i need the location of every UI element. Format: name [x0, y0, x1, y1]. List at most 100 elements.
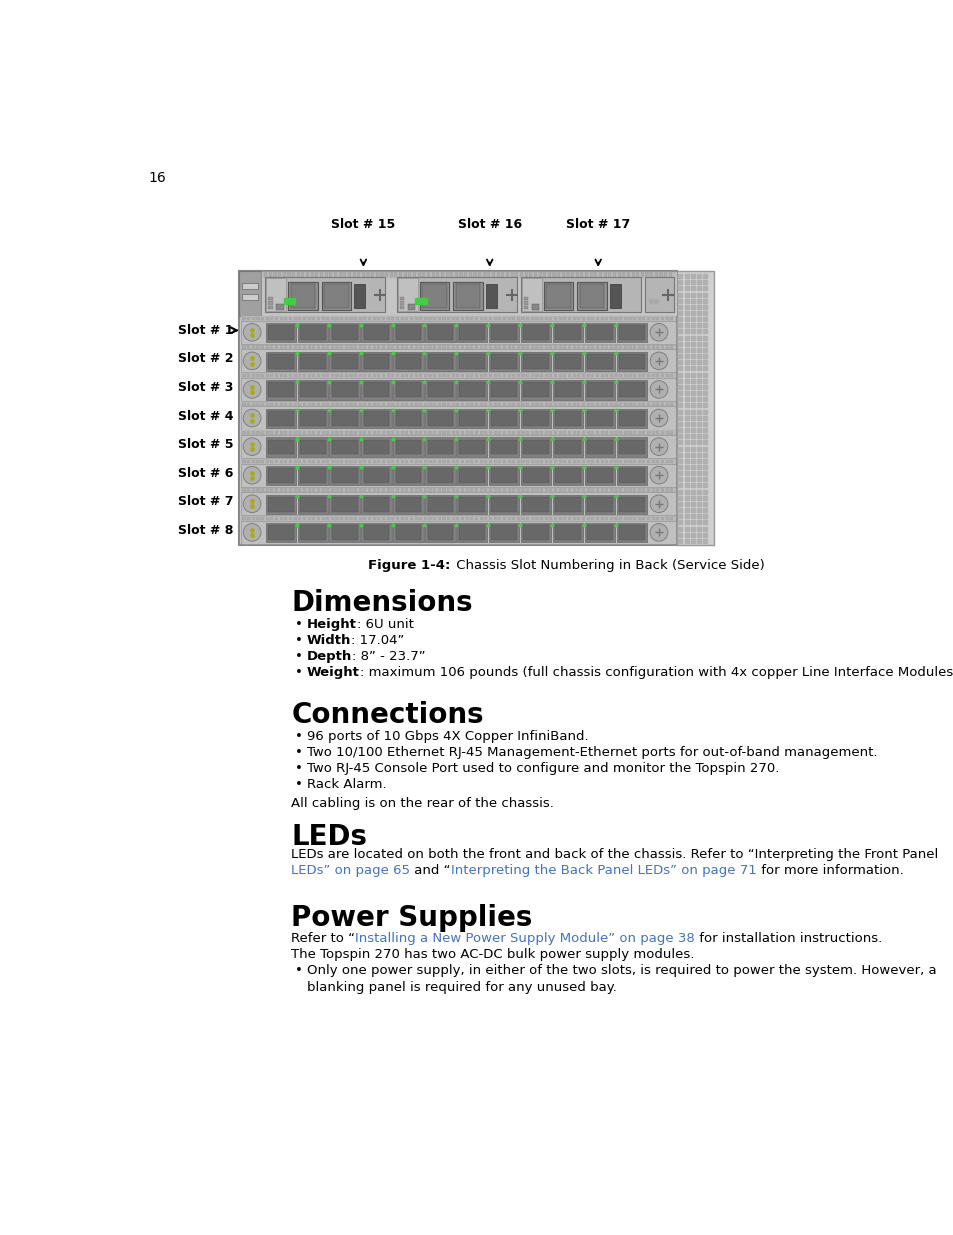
Bar [303, 488, 306, 492]
Bar [479, 517, 482, 520]
Bar [497, 403, 500, 406]
Bar [456, 380, 487, 399]
Bar [604, 346, 608, 348]
Bar [586, 346, 589, 348]
Bar [399, 296, 404, 300]
Bar [400, 346, 403, 348]
Circle shape [649, 524, 667, 541]
Bar [562, 374, 566, 378]
Bar [520, 380, 551, 399]
Bar [340, 317, 343, 320]
Bar [344, 517, 348, 520]
Bar [371, 272, 374, 277]
Bar [577, 317, 579, 320]
Bar [521, 459, 524, 463]
Bar [484, 374, 487, 378]
Bar [393, 352, 423, 370]
Bar [507, 317, 510, 320]
Bar [442, 431, 445, 435]
Bar [425, 380, 456, 399]
Bar [670, 403, 673, 406]
Bar [641, 488, 645, 492]
Bar [428, 317, 431, 320]
Bar [368, 403, 371, 406]
Bar [289, 488, 292, 492]
Bar [665, 374, 668, 378]
Bar [425, 466, 456, 485]
Bar [363, 440, 389, 454]
Bar [265, 524, 295, 542]
Bar [334, 272, 336, 277]
Bar [332, 525, 357, 540]
Bar [331, 317, 334, 320]
Bar [242, 403, 245, 406]
Bar [418, 317, 422, 320]
Bar [241, 316, 675, 321]
Bar [261, 431, 264, 435]
Bar [616, 466, 646, 485]
Bar [274, 374, 278, 378]
Bar [241, 488, 675, 493]
Bar [557, 272, 559, 277]
Bar [261, 374, 264, 378]
Bar [425, 352, 456, 370]
Bar [303, 517, 306, 520]
Text: Slot # 17: Slot # 17 [565, 219, 630, 231]
Bar [329, 466, 359, 485]
Bar [633, 403, 636, 406]
Bar [386, 346, 390, 348]
Bar [373, 403, 375, 406]
Bar [326, 431, 329, 435]
Bar [433, 346, 436, 348]
Bar [535, 488, 537, 492]
Bar [340, 488, 343, 492]
Bar [247, 374, 250, 378]
Bar [670, 488, 673, 492]
Bar [522, 468, 548, 483]
Text: Slot # 15: Slot # 15 [331, 219, 395, 231]
Bar [579, 284, 604, 308]
Bar [537, 272, 541, 277]
Bar [477, 272, 480, 277]
Bar [291, 284, 315, 308]
Bar [456, 524, 487, 542]
Bar [332, 411, 357, 426]
Bar [493, 459, 497, 463]
Bar [340, 459, 343, 463]
Bar [452, 374, 455, 378]
Circle shape [243, 524, 261, 541]
Bar [381, 374, 385, 378]
Bar [241, 321, 675, 343]
Bar [335, 517, 338, 520]
Bar [581, 346, 584, 348]
Bar [623, 346, 626, 348]
Bar [631, 272, 634, 277]
Bar [475, 488, 477, 492]
Text: Only one power supply, in either of the two slots, is required to power the syst: Only one power supply, in either of the … [307, 965, 936, 977]
Bar [544, 374, 547, 378]
Bar [464, 272, 467, 277]
Bar [433, 431, 436, 435]
Bar [377, 459, 380, 463]
Bar [427, 411, 453, 426]
Bar [247, 488, 250, 492]
Text: Rack Alarm.: Rack Alarm. [307, 778, 386, 792]
Bar [567, 517, 571, 520]
Bar [428, 517, 431, 520]
Bar [544, 317, 547, 320]
Bar [525, 517, 529, 520]
Bar [637, 403, 640, 406]
Bar [616, 352, 646, 370]
Bar [358, 317, 361, 320]
Bar [349, 317, 353, 320]
Bar [256, 374, 259, 378]
Bar [465, 317, 468, 320]
Bar [475, 317, 477, 320]
Bar [604, 374, 608, 378]
Bar [555, 354, 580, 368]
Bar [377, 488, 380, 492]
Bar [502, 488, 505, 492]
Bar [525, 488, 529, 492]
Bar [326, 374, 329, 378]
Bar [407, 304, 415, 310]
